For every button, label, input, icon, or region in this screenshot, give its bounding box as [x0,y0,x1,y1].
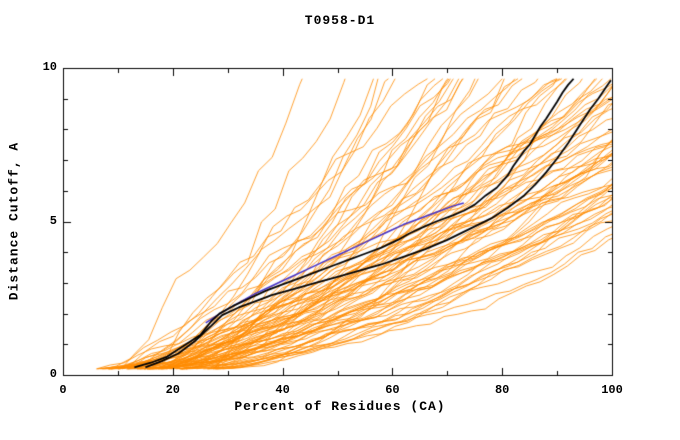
x-tick-label: 60 [385,383,400,397]
chart-title: T0958-D1 [304,13,376,28]
x-tick-label: 40 [275,383,290,397]
y-tick-label: 0 [49,367,57,381]
x-tick-label: 0 [59,383,67,397]
y-tick-label: 10 [42,60,57,74]
y-tick-label: 5 [49,213,57,228]
y-axis-label: Distance Cutoff, A [6,141,22,301]
x-tick-label: 20 [165,383,180,397]
x-tick-label: 100 [601,383,623,397]
x-axis-label: Percent of Residues (CA) [234,399,446,414]
x-tick-label: 80 [494,383,510,397]
